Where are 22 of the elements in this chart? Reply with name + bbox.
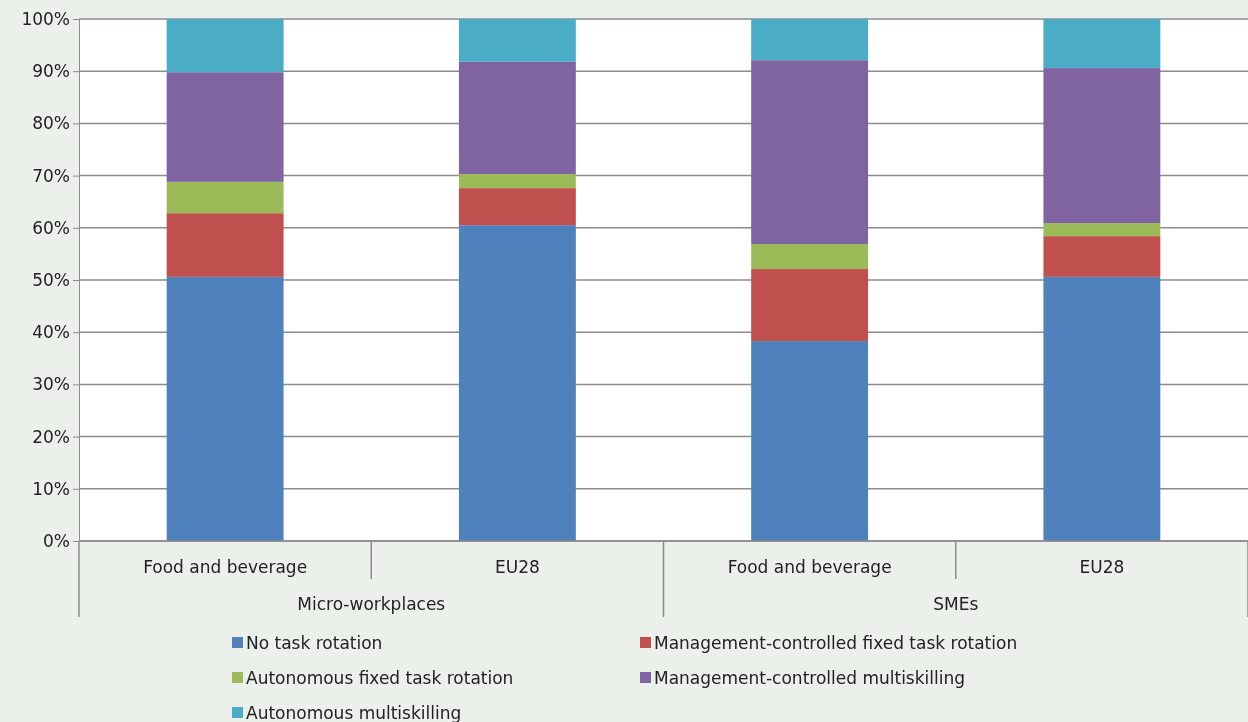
legend-label: No task rotation	[246, 633, 383, 653]
y-tick-label: 50%	[32, 269, 70, 290]
y-tick-label: 80%	[32, 113, 70, 134]
legend-label: Autonomous multiskilling	[246, 703, 462, 722]
y-tick-label: 70%	[32, 165, 70, 186]
y-tick-label: 90%	[32, 61, 70, 82]
y-tick-label: 10%	[32, 478, 70, 499]
x-tick-label: EU28	[494, 557, 540, 577]
x-tick-label: Food and beverage	[143, 557, 308, 577]
legend-label: Autonomous fixed task rotation	[246, 668, 514, 688]
legend-label: Management-controlled fixed task rotation	[654, 633, 1018, 653]
x-tick-label: EU28	[1079, 557, 1125, 577]
y-tick-label: 60%	[32, 217, 70, 238]
y-tick-label: 0%	[43, 530, 70, 551]
y-tick-label: 40%	[32, 322, 70, 343]
legend-label: Management-controlled multiskilling	[654, 668, 966, 688]
text: SMEs	[933, 594, 979, 614]
y-tick-label: 20%	[32, 426, 70, 447]
x-tick-label: Food and beverage	[727, 557, 892, 577]
y-tick-label: 30%	[32, 374, 70, 395]
text: Micro-workplaces	[297, 594, 446, 614]
y-tick-label: 100%	[21, 8, 70, 29]
